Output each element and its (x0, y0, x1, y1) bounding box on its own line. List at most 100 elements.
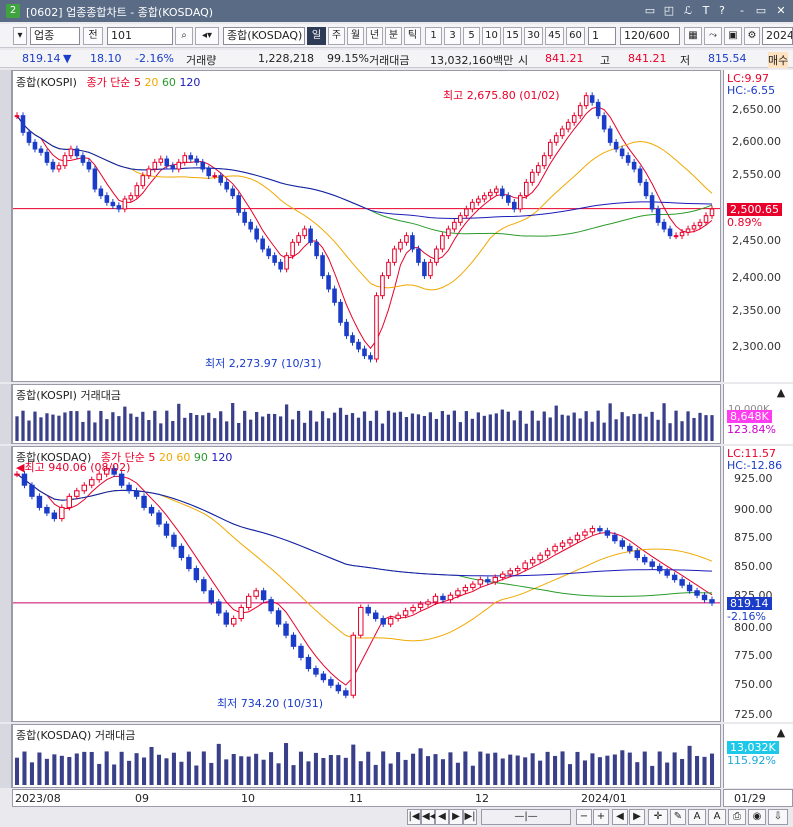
interval-60-button[interactable]: 60 (566, 27, 585, 45)
candle-body (350, 335, 355, 343)
date-input[interactable]: 2024/ (762, 27, 793, 45)
candle-body (553, 135, 559, 143)
kospi-price-panel[interactable]: 종합(KOSPI) 종가 단순 5 20 60 120 최고 2,675.80 … (12, 70, 721, 382)
candle-body (679, 231, 685, 237)
volume-bar (231, 403, 235, 441)
close-icon[interactable]: ✕ (776, 4, 786, 17)
left-splitter[interactable] (0, 724, 12, 788)
zoom-slider[interactable]: —|— (481, 809, 571, 825)
volume-bar (239, 756, 244, 785)
zoom-out-icon[interactable]: − (576, 809, 592, 825)
kospi-title-text: 종합(KOSPI) (16, 76, 77, 89)
interval-5-button[interactable]: 5 (463, 27, 480, 45)
scroll-prev-icon[interactable]: ◀ (435, 809, 449, 825)
candle-body (404, 235, 409, 243)
left-splitter[interactable] (0, 384, 12, 444)
candle-body (386, 261, 391, 277)
export-icon[interactable]: ⇩ (768, 809, 788, 825)
candle-body (425, 601, 431, 605)
scroll-next-icon[interactable]: ▶ (449, 809, 463, 825)
volume-bar (117, 416, 121, 441)
scroll-start-icon[interactable]: |◀ (407, 809, 421, 825)
scroll-end-icon[interactable]: ▶| (463, 809, 477, 825)
sector-select[interactable]: 업종 (30, 27, 80, 45)
buy-label[interactable]: 매수 (768, 52, 789, 68)
candle-body (248, 221, 253, 230)
left-splitter[interactable] (0, 446, 12, 722)
candle-body (380, 275, 385, 297)
minimize-icon[interactable]: - (740, 4, 744, 17)
volume-bar (149, 746, 154, 785)
x-label: 11 (349, 792, 363, 805)
script-icon[interactable]: ℒ (684, 4, 692, 17)
settings-gear-icon[interactable]: ⚙ (744, 27, 760, 45)
font-large-icon[interactable]: A (708, 809, 726, 825)
volume-bar (524, 423, 528, 441)
eraser-icon[interactable]: ✎ (670, 809, 686, 825)
kosdaq-ma5: 5 (148, 451, 156, 464)
sound-icon[interactable]: ◂▾ (195, 27, 219, 45)
maximize-icon[interactable]: ▭ (755, 4, 767, 17)
link-icon[interactable]: ◰ (663, 4, 675, 17)
save-icon[interactable]: ▣ (724, 27, 742, 45)
period-minute-button[interactable]: 분 (385, 27, 402, 45)
code-input[interactable]: 101 (107, 27, 173, 45)
kosdaq-volume-panel[interactable]: 종합(KOSDAQ) 거래대금 (12, 724, 721, 788)
prev-icon[interactable]: ◀ (612, 809, 628, 825)
panel-minimize-icon[interactable]: ▲ (776, 726, 786, 739)
interval-45-button[interactable]: 45 (545, 27, 564, 45)
interval-15-button[interactable]: 15 (503, 27, 522, 45)
indicator-icon[interactable]: ▦ (684, 27, 702, 45)
interval-1-button[interactable]: 1 (425, 27, 442, 45)
next-icon[interactable]: ▶ (629, 809, 645, 825)
candle-body (673, 235, 679, 238)
down-arrow-icon: ▼ (63, 52, 72, 65)
period-week-button[interactable]: 주 (328, 27, 345, 45)
ma-line-20 (16, 115, 713, 291)
volume-bar (243, 410, 247, 441)
open-value: 841.21 (545, 52, 584, 65)
volume-bar (332, 412, 337, 441)
kosdaq-high-note: ◀최고 940.06 (08/02) (16, 459, 130, 475)
zoom-in-icon[interactable]: + (593, 809, 609, 825)
help-icon[interactable]: ? (719, 4, 725, 17)
candle-body (104, 195, 110, 203)
volume-bar (296, 410, 301, 441)
restore-layout-icon[interactable]: ▭ (644, 4, 656, 17)
text-icon[interactable]: T (702, 4, 710, 17)
volume-bar (572, 412, 576, 441)
print-icon[interactable]: ⎙ (728, 809, 746, 825)
volume-bar (326, 418, 331, 441)
interval-10-button[interactable]: 10 (482, 27, 501, 45)
period-year-button[interactable]: 년 (366, 27, 383, 45)
left-splitter[interactable] (0, 70, 12, 382)
candle-body (152, 161, 158, 170)
search-icon[interactable]: ⌕ (175, 27, 193, 45)
candle-body (193, 568, 200, 581)
period-tick-button[interactable]: 틱 (404, 27, 421, 45)
crosshair-icon[interactable]: ✛ (648, 809, 668, 825)
sector-toggle-icon[interactable]: ▾ (13, 27, 27, 45)
kospi-hc: HC:-6.55 (727, 84, 776, 97)
kosdaq-vol-value: 13,032K (727, 741, 779, 754)
interval-30-button[interactable]: 30 (524, 27, 543, 45)
all-button[interactable]: 전 (83, 27, 103, 45)
camera-icon[interactable]: ◉ (748, 809, 766, 825)
volume-bar (313, 752, 318, 785)
period-month-button[interactable]: 월 (347, 27, 364, 45)
interval-3-button[interactable]: 3 (444, 27, 461, 45)
font-icon[interactable]: A (688, 809, 706, 825)
kosdaq-price-panel[interactable]: 종합(KOSDAQ) 종가 단순 5 20 60 90 120 ◀최고 940.… (12, 446, 721, 722)
volume-bar (672, 752, 677, 785)
kospi-volume-panel[interactable]: 종합(KOSPI) 거래대금 (12, 384, 721, 444)
candle-body (236, 195, 241, 213)
unit-select[interactable]: 1 (588, 27, 616, 45)
count-input[interactable]: 120/600 (620, 27, 680, 45)
draw-icon[interactable]: ⤳ (704, 27, 722, 45)
panel-minimize-icon[interactable]: ▲ (776, 386, 786, 399)
scroll-prev-fast-icon[interactable]: ◀◀ (421, 809, 437, 825)
amount-value: 13,032,160백만 (430, 54, 514, 67)
period-day-button[interactable]: 일 (307, 27, 326, 45)
scroll-thumb[interactable] (345, 809, 405, 825)
